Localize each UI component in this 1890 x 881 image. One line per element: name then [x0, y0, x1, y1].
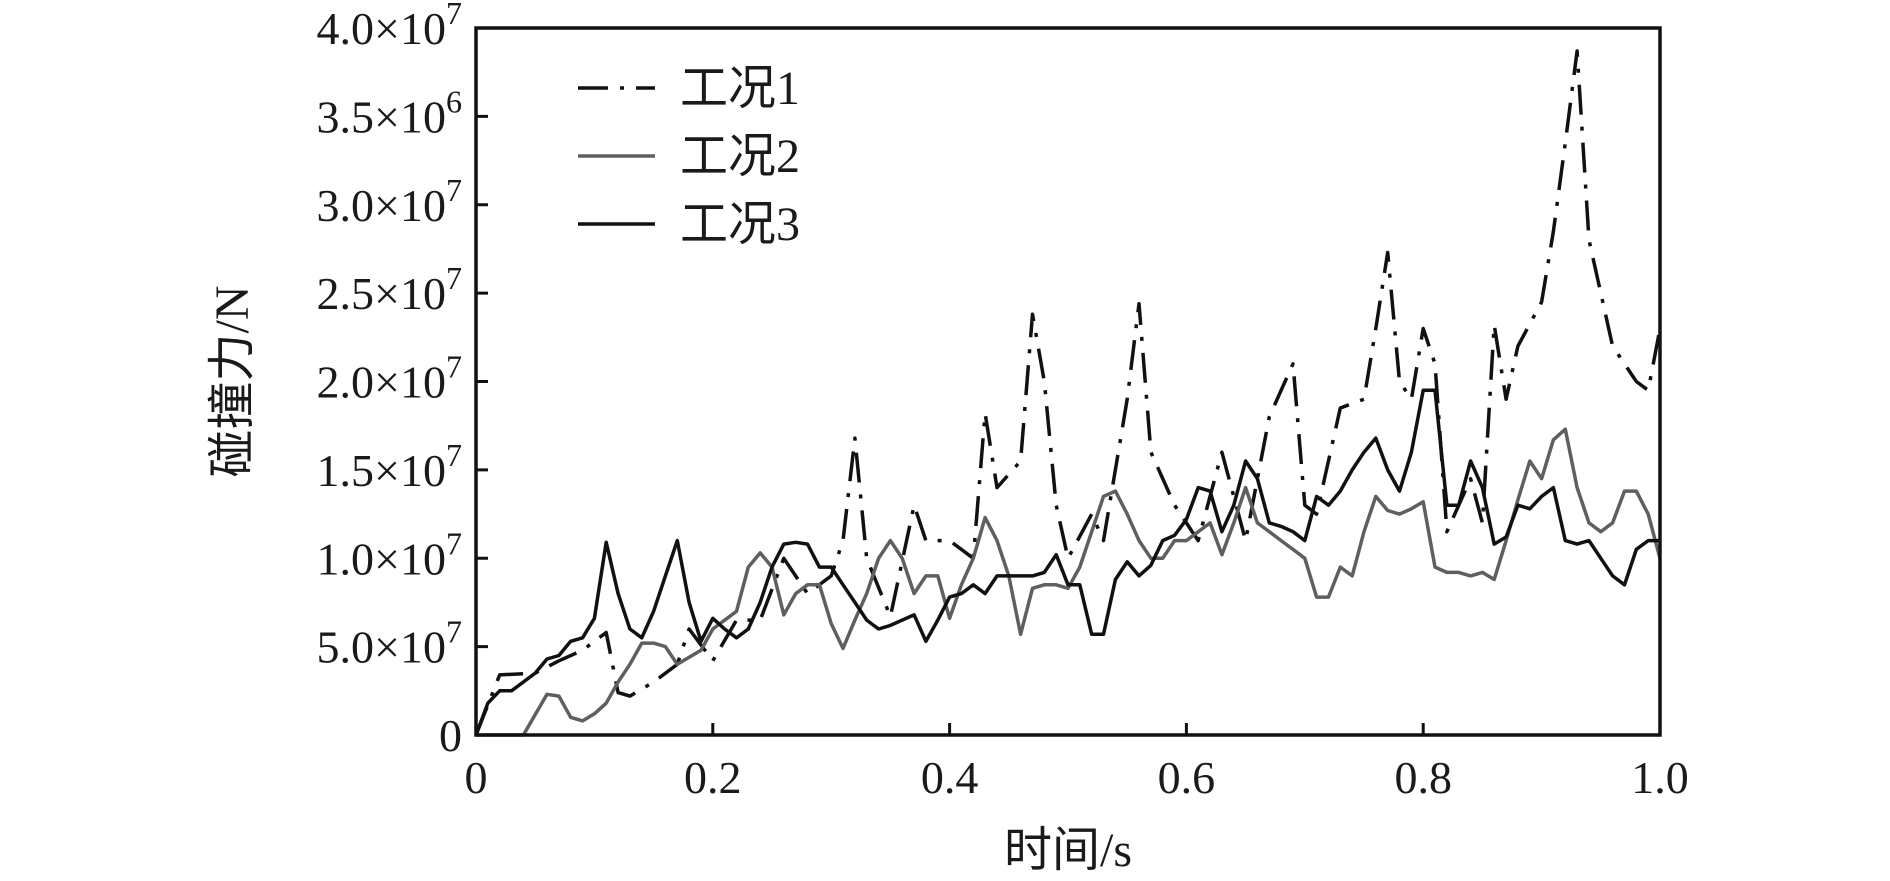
y-axis-label: 碰撞力/N: [206, 285, 259, 477]
x-tick-label: 0.2: [684, 752, 742, 803]
x-tick-label: 0.4: [921, 752, 979, 803]
y-tick-label: 2.0×107: [317, 349, 462, 408]
legend-label-1: 工况1: [680, 62, 800, 115]
y-tick-base: 2.5×10: [317, 268, 446, 319]
legend-label-2: 工况2: [680, 130, 800, 183]
x-tick-label: 0.8: [1394, 752, 1452, 803]
y-tick-label: 5.0×107: [317, 614, 462, 673]
y-tick-base: 4.0×10: [317, 3, 446, 54]
y-tick-label: 4.0×107: [317, 0, 462, 54]
y-axis: 05.0×1071.0×1071.5×1072.0×1072.5×1073.0×…: [317, 0, 488, 761]
y-tick-base: 3.5×10: [317, 91, 446, 142]
y-tick-exponent: 7: [446, 0, 462, 31]
series-line-2: [476, 427, 1662, 737]
y-tick-label: 1.5×107: [317, 437, 462, 496]
series-layer: [474, 49, 1662, 737]
y-tick-base: 1.0×10: [317, 533, 446, 584]
x-tick-label: 1.0: [1631, 752, 1689, 803]
y-tick-exponent: 7: [446, 172, 462, 208]
legend-label-3: 工况3: [680, 198, 800, 251]
x-axis-label: 时间/s: [1004, 824, 1132, 877]
x-tick-label: 0: [465, 752, 488, 803]
series-line-3: [474, 388, 1660, 736]
y-tick-label: 2.5×107: [317, 260, 462, 319]
x-axis: 0 0.2 0.4 0.6 0.8 1.0: [465, 723, 1689, 803]
y-tick-exponent: 6: [446, 83, 462, 119]
y-tick-exponent: 7: [446, 260, 462, 296]
y-tick-label: 0: [439, 710, 462, 761]
y-tick-exponent: 7: [446, 525, 462, 561]
y-tick-base: 5.0×10: [317, 622, 446, 673]
plot-frame: [474, 26, 1662, 737]
y-tick-base: 2.0×10: [317, 357, 446, 408]
y-tick-exponent: 7: [446, 614, 462, 650]
y-tick-exponent: 7: [446, 437, 462, 473]
y-tick-label: 1.0×107: [317, 525, 462, 584]
y-tick-label: 3.0×107: [317, 172, 462, 231]
y-tick-base: 3.0×10: [317, 180, 446, 231]
y-tick-base: 0: [439, 710, 462, 761]
y-tick-exponent: 7: [446, 349, 462, 385]
legend: 工况1 工况2 工况3: [578, 62, 800, 251]
x-tick-label: 0.6: [1158, 752, 1216, 803]
y-tick-base: 1.5×10: [317, 445, 446, 496]
series-line-1: [474, 49, 1662, 736]
y-tick-label: 3.5×106: [317, 83, 462, 142]
